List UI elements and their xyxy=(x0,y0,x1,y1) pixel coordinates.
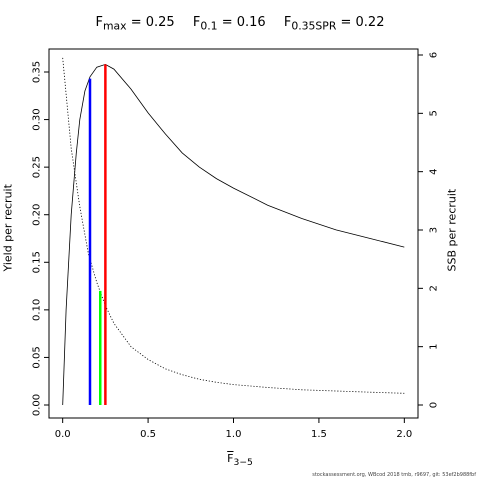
y-left-tick-label: 0.20 xyxy=(32,204,43,226)
fmax-term: Fmax = 0.25 xyxy=(95,15,175,33)
y-right-tick-label: 1 xyxy=(429,343,440,349)
y-right-tick-label: 2 xyxy=(429,285,440,291)
fspr-term: F0.35SPR = 0.22 xyxy=(283,15,385,33)
y-right-tick-label: 4 xyxy=(429,168,440,174)
y-right-tick-label: 3 xyxy=(429,227,440,233)
x-tick-label: 2.0 xyxy=(396,429,412,440)
x-tick-label: 0.5 xyxy=(140,429,156,440)
x-tick-label: 1.0 xyxy=(226,429,242,440)
y-left-tick-label: 0.15 xyxy=(32,251,43,273)
y-right-tick-label: 5 xyxy=(429,110,440,116)
y-left-tick-label: 0.05 xyxy=(32,346,43,368)
y-left-tick-label: 0.35 xyxy=(32,61,43,83)
y-left-tick-label: 0.30 xyxy=(32,108,43,130)
chart-title: Fmax = 0.25 F0.1 = 0.16 F0.35SPR = 0.22 xyxy=(0,15,480,33)
y-left-tick-label: 0.10 xyxy=(32,299,43,321)
y-right-tick-label: 0 xyxy=(429,402,440,408)
x-axis-label: F3−5 xyxy=(227,452,253,469)
ssb-per-recruit-line xyxy=(62,57,405,394)
yield-per-recruit-line xyxy=(62,63,405,406)
f01-term: F0.1 = 0.16 xyxy=(192,15,266,33)
y-left-tick-label: 0.00 xyxy=(32,394,43,416)
y-right-tick-label: 6 xyxy=(429,52,440,58)
y-axis-left-label: Yield per recruit xyxy=(1,184,15,272)
x-tick-label: 0.0 xyxy=(55,429,71,440)
y-axis-right-label: SSB per recruit xyxy=(445,188,459,272)
x-tick-label: 1.5 xyxy=(311,429,327,440)
footer-note: stockassessment.org, WBcod 2018 tmb, r96… xyxy=(312,472,476,478)
y-left-tick-label: 0.25 xyxy=(32,156,43,178)
